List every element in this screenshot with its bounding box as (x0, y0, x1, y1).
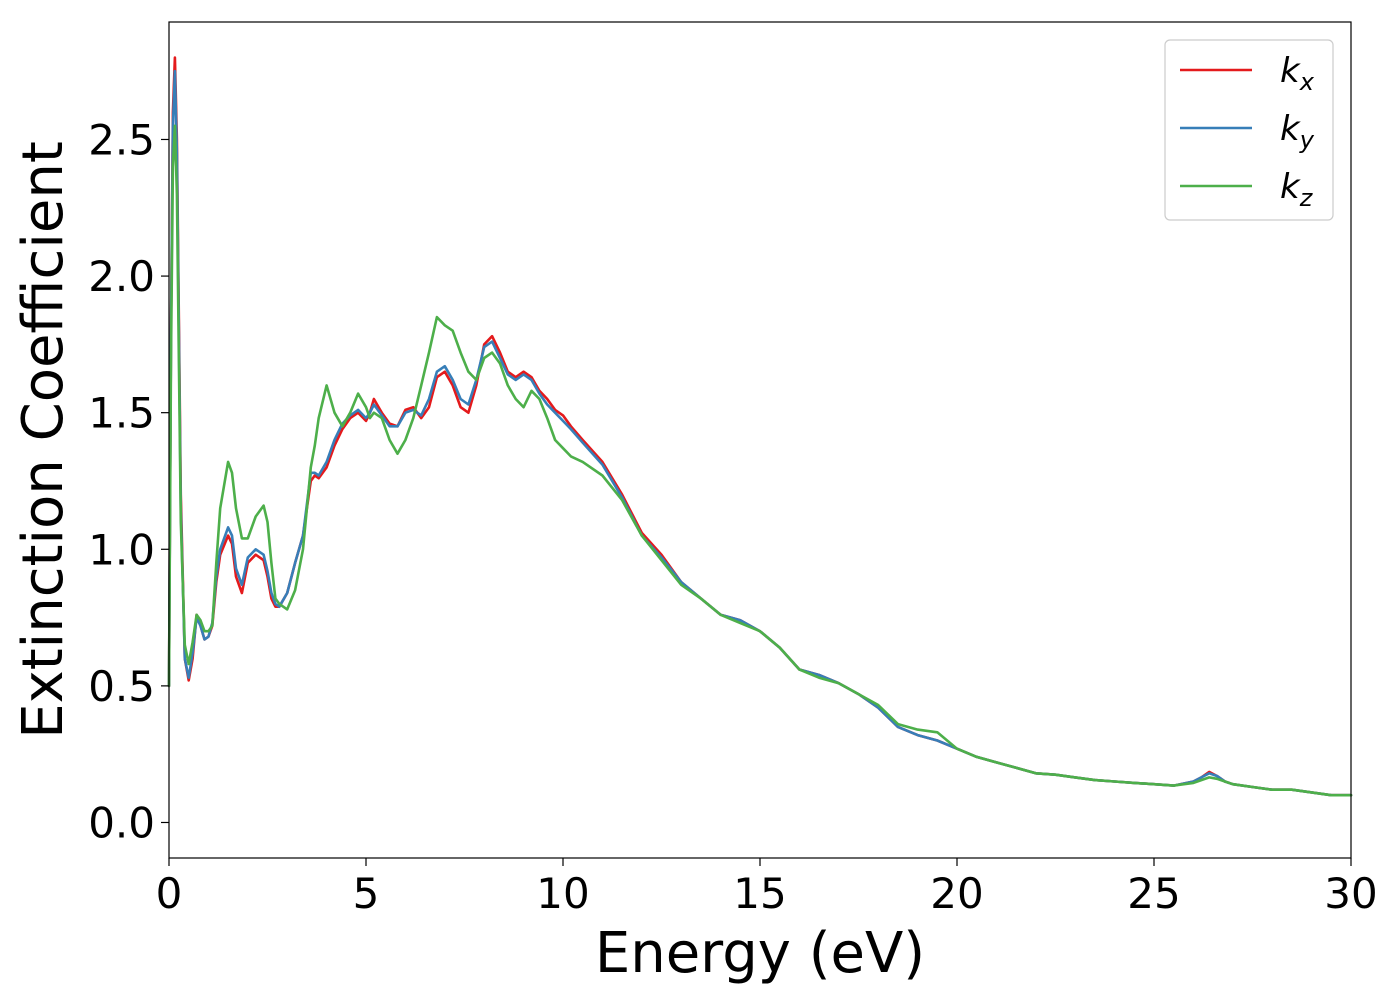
y-axis-label: Extinction Coefficient (11, 141, 76, 739)
x-tick-label: 15 (733, 869, 786, 918)
y-axis-ticks: 0.0 0.5 1.0 1.5 2.0 2.5 (88, 115, 169, 847)
series-lines (167, 56, 1353, 797)
y-tick-label: 1.0 (88, 525, 155, 574)
plot-background (169, 22, 1351, 858)
x-tick-label: 30 (1324, 869, 1377, 918)
x-tick-label: 0 (156, 869, 183, 918)
x-axis-label: Energy (eV) (595, 921, 925, 986)
x-axis-ticks: 0 5 10 15 20 25 30 (156, 858, 1378, 918)
x-tick-label: 5 (353, 869, 380, 918)
y-tick-label: 1.5 (88, 389, 155, 438)
x-tick-label: 20 (930, 869, 983, 918)
y-tick-label: 0.5 (88, 662, 155, 711)
x-tick-label: 25 (1127, 869, 1180, 918)
y-tick-label: 0.0 (88, 798, 155, 847)
y-tick-label: 2.5 (88, 115, 155, 164)
x-tick-label: 10 (536, 869, 589, 918)
series-line-kz (167, 124, 1353, 797)
legend-box (1164, 39, 1334, 221)
y-tick-label: 2.0 (88, 252, 155, 301)
